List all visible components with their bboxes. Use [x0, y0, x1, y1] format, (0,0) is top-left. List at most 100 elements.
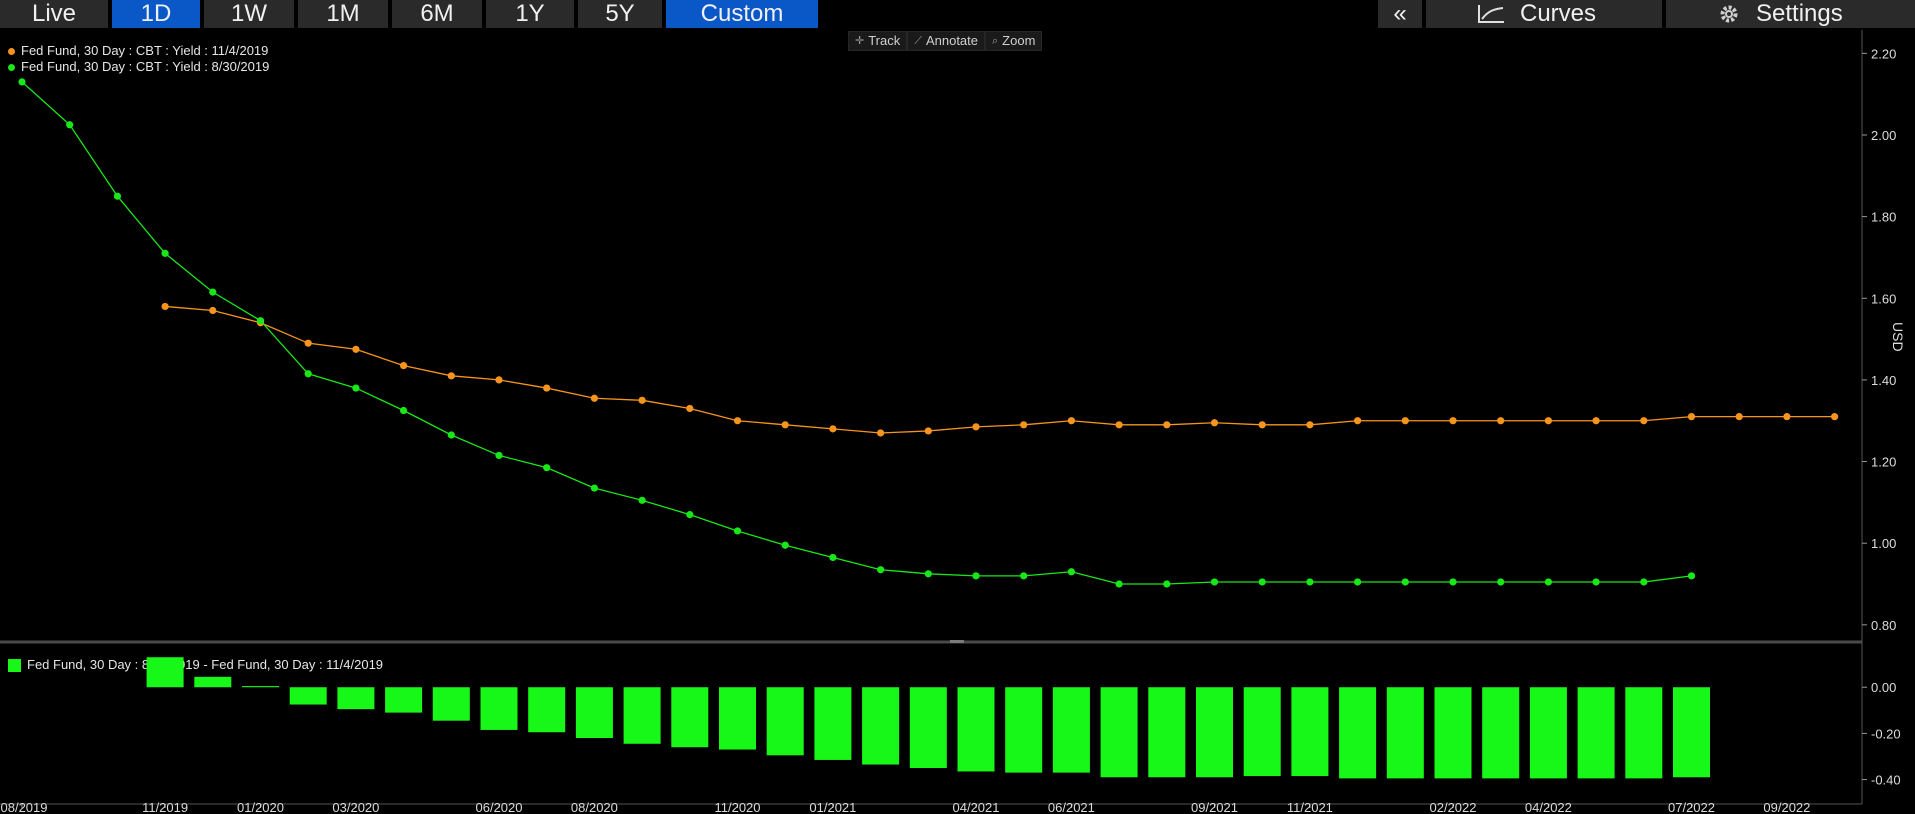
spread-bar[interactable] [1625, 687, 1663, 779]
data-point[interactable] [400, 362, 408, 370]
data-point[interactable] [877, 566, 885, 574]
data-point[interactable] [781, 421, 789, 429]
spread-bar[interactable] [1243, 687, 1281, 777]
data-point[interactable] [1401, 578, 1409, 586]
spread-bar[interactable] [528, 687, 566, 733]
spread-bar[interactable] [814, 687, 852, 760]
spread-bar[interactable] [862, 687, 900, 765]
data-point[interactable] [686, 511, 694, 519]
zoom-button[interactable]: ⌕ Zoom [985, 31, 1043, 51]
data-point[interactable] [972, 572, 980, 580]
data-point[interactable] [256, 317, 265, 325]
data-point[interactable] [1115, 421, 1123, 429]
data-point[interactable] [1449, 417, 1457, 425]
spread-bar[interactable] [1291, 687, 1329, 777]
data-point[interactable] [924, 570, 932, 578]
spread-bar[interactable] [480, 687, 518, 730]
tab-5y[interactable]: 5Y [578, 0, 662, 28]
spread-bar[interactable] [671, 687, 709, 748]
data-point[interactable] [113, 192, 121, 200]
data-point[interactable] [1306, 578, 1314, 586]
tab-custom[interactable]: Custom [666, 0, 818, 28]
data-point[interactable] [638, 396, 646, 404]
tab-1w[interactable]: 1W [204, 0, 294, 28]
spread-bar[interactable] [242, 686, 279, 688]
data-point[interactable] [400, 406, 408, 415]
spread-bar[interactable] [1100, 687, 1138, 778]
data-point[interactable] [543, 384, 551, 392]
tab-1m[interactable]: 1M [298, 0, 388, 28]
spread-bar[interactable] [289, 687, 327, 705]
data-point[interactable] [1354, 417, 1362, 425]
data-point[interactable] [1210, 419, 1219, 427]
data-point[interactable] [733, 417, 742, 425]
data-point[interactable] [829, 425, 837, 433]
data-point[interactable] [1497, 578, 1505, 586]
data-point[interactable] [1115, 580, 1123, 588]
data-point[interactable] [1067, 568, 1075, 576]
track-button[interactable]: ✛ Track [848, 31, 908, 51]
spread-bar[interactable] [1434, 687, 1472, 779]
collapse-button[interactable]: « [1378, 0, 1422, 28]
data-point[interactable] [304, 370, 312, 378]
data-point[interactable] [1783, 413, 1791, 421]
data-point[interactable] [924, 427, 932, 435]
data-point[interactable] [972, 423, 980, 431]
spread-bar[interactable] [146, 657, 184, 688]
curves-button[interactable]: Curves [1426, 0, 1662, 28]
data-point[interactable] [877, 429, 885, 437]
data-point[interactable] [1497, 417, 1505, 425]
data-point[interactable] [1163, 580, 1171, 588]
data-point[interactable] [304, 339, 312, 347]
data-point[interactable] [352, 345, 360, 353]
data-point[interactable] [352, 384, 360, 392]
data-point[interactable] [829, 553, 837, 562]
spread-bar[interactable] [1529, 687, 1567, 779]
data-point[interactable] [495, 451, 503, 460]
data-point[interactable] [447, 372, 455, 380]
data-point[interactable] [590, 484, 599, 492]
data-point[interactable] [18, 78, 26, 86]
spread-bar[interactable] [1339, 687, 1377, 779]
legend-spread[interactable]: Fed Fund, 30 Day : 8/30/2019 - Fed Fund,… [8, 657, 383, 673]
settings-button[interactable]: Settings [1666, 0, 1915, 28]
spread-bar[interactable] [1052, 687, 1090, 773]
data-point[interactable] [1163, 421, 1171, 429]
spread-bar[interactable] [1148, 687, 1186, 778]
annotate-button[interactable]: ⟋ Annotate [907, 31, 985, 51]
data-point[interactable] [209, 306, 217, 315]
data-point[interactable] [1067, 417, 1075, 425]
data-point[interactable] [1306, 421, 1314, 429]
data-point[interactable] [1258, 578, 1266, 586]
data-point[interactable] [1592, 578, 1600, 586]
data-point[interactable] [447, 431, 455, 439]
series-line-8-30-2019[interactable] [21, 81, 1692, 585]
spread-bar[interactable] [337, 687, 375, 710]
data-point[interactable] [1401, 417, 1409, 425]
tab-1y[interactable]: 1Y [486, 0, 574, 28]
spread-bar[interactable] [957, 687, 995, 772]
spread-bar[interactable] [1577, 687, 1615, 779]
data-point[interactable] [686, 404, 694, 413]
data-point[interactable] [161, 302, 169, 311]
data-point[interactable] [209, 288, 217, 296]
data-point[interactable] [161, 249, 169, 257]
spread-bar[interactable] [1196, 687, 1233, 778]
data-point[interactable] [1544, 417, 1552, 425]
spread-bar[interactable] [385, 687, 423, 713]
data-point[interactable] [1544, 578, 1552, 586]
spread-bar[interactable] [623, 687, 661, 744]
data-point[interactable] [1258, 421, 1266, 429]
spread-bar[interactable] [909, 687, 947, 768]
tab-1d[interactable]: 1D [112, 0, 200, 28]
data-point[interactable] [1831, 413, 1839, 421]
data-point[interactable] [1210, 578, 1219, 586]
data-point[interactable] [638, 496, 646, 504]
spread-bar[interactable] [1386, 687, 1424, 779]
data-point[interactable] [1020, 572, 1028, 580]
data-point[interactable] [1640, 417, 1648, 425]
pane-resize-handle[interactable] [950, 640, 964, 643]
legend-series-1[interactable]: Fed Fund, 30 Day : CBT : Yield : 11/4/20… [8, 43, 268, 59]
spread-bar[interactable] [432, 687, 470, 721]
data-point[interactable] [1020, 421, 1028, 429]
